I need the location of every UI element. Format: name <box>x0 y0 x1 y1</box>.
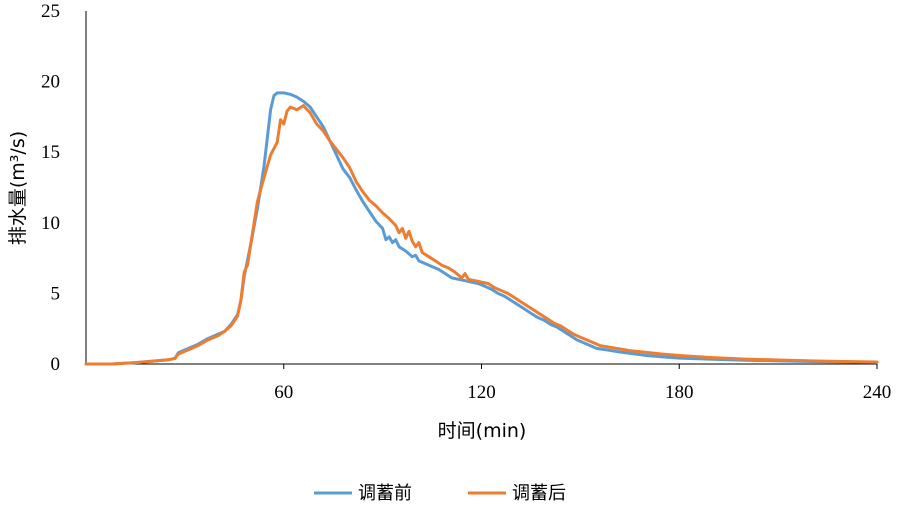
y-tick-label: 15 <box>41 142 60 163</box>
series-line-1 <box>84 91 879 366</box>
series-line-2 <box>84 104 879 366</box>
x-axis-title: 时间(min) <box>438 420 527 442</box>
legend-label-2: 调蓄后 <box>512 483 566 504</box>
y-tick-label: 0 <box>51 354 61 375</box>
x-tick-label: 240 <box>863 382 892 403</box>
legend: 调蓄前 调蓄后 <box>314 483 566 504</box>
y-tick-label: 5 <box>51 283 61 304</box>
y-tick-label: 10 <box>41 213 60 234</box>
y-axis-title: 排水量(m³/s) <box>7 131 29 245</box>
x-axis: 60 120 180 240 <box>86 363 892 403</box>
y-tick-label: 20 <box>41 72 60 93</box>
x-tick-label: 180 <box>665 382 694 403</box>
x-tick-label: 60 <box>274 382 293 403</box>
y-tick-label: 25 <box>41 1 60 22</box>
plot-series <box>84 91 879 366</box>
legend-label-1: 调蓄前 <box>358 483 412 504</box>
x-tick-label: 120 <box>467 382 496 403</box>
y-axis: 0 5 10 15 20 25 <box>41 1 87 375</box>
